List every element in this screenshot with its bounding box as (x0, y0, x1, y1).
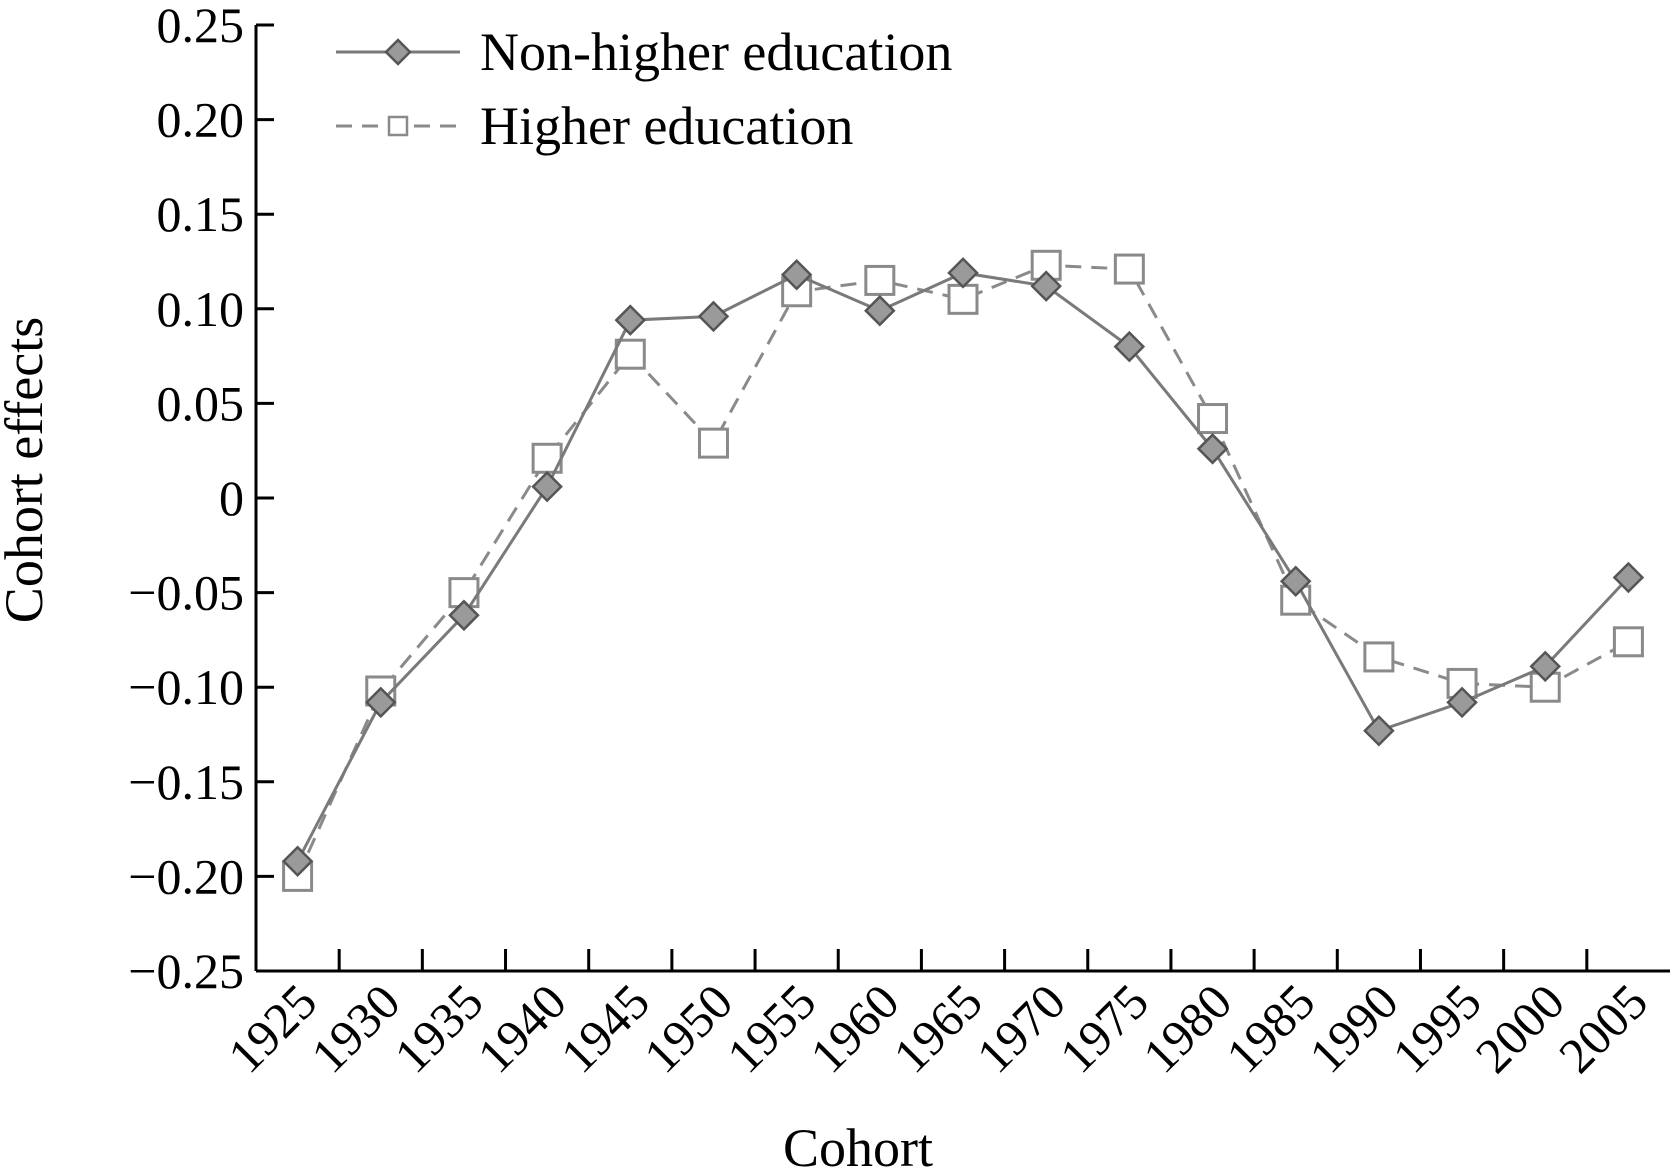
data-point (1113, 330, 1146, 363)
y-tick-label: 0.10 (157, 281, 245, 337)
data-point (1196, 433, 1229, 465)
data-point (1612, 626, 1644, 658)
legend-item: Non-higher education (336, 22, 952, 82)
data-point (1279, 565, 1312, 598)
series-line (296, 271, 1630, 862)
data-point (1529, 650, 1562, 683)
x-tick-label: 1990 (1298, 973, 1408, 1083)
y-axis-title: Cohort effects (0, 317, 54, 623)
data-point (614, 338, 646, 370)
data-point (531, 470, 563, 503)
data-point (1197, 403, 1229, 435)
x-tick-label: 1980 (1132, 973, 1242, 1083)
legend: Non-higher education Higher education (336, 22, 952, 156)
x-tick-label: 1955 (716, 973, 826, 1083)
x-tick-label: 2005 (1548, 973, 1658, 1083)
data-point (1113, 253, 1145, 285)
legend-label: Higher education (480, 96, 853, 156)
x-tick-label: 1935 (383, 973, 493, 1083)
x-tick-label: 1970 (966, 973, 1076, 1083)
data-point (614, 304, 647, 336)
data-point (864, 294, 896, 327)
x-tick-label: 1945 (550, 973, 660, 1083)
x-axis-title: Cohort (783, 1118, 933, 1174)
data-point (697, 300, 730, 333)
x-tick-label: 1975 (1049, 973, 1159, 1083)
x-tick-label: 1960 (799, 973, 909, 1083)
data-point (1529, 671, 1561, 703)
data-point (281, 845, 314, 878)
y-tick-label: 0.20 (157, 92, 245, 148)
legend-marker (384, 38, 412, 66)
x-tick-label: 1930 (300, 973, 410, 1083)
y-tick-label: −0.25 (128, 943, 244, 999)
x-tick-label: 1940 (467, 973, 577, 1083)
y-tick-label: 0.05 (157, 375, 245, 431)
data-point (1030, 270, 1062, 302)
x-tick-label: 1985 (1215, 973, 1325, 1083)
data-point (1446, 686, 1478, 719)
data-point (947, 257, 979, 289)
data-point (780, 258, 813, 291)
data-point (697, 427, 729, 459)
y-tick-label: 0.25 (157, 0, 245, 53)
x-tick-label: 1995 (1382, 973, 1492, 1083)
series-non-higher-education (281, 257, 1645, 878)
y-tick-label: 0 (219, 470, 244, 526)
y-tick-label: −0.10 (128, 659, 244, 715)
data-point (1612, 561, 1645, 594)
legend-item: Higher education (336, 96, 853, 156)
y-tick-label: −0.20 (128, 848, 244, 904)
series-layer (281, 249, 1645, 892)
data-point (947, 283, 979, 315)
series-higher-education (282, 249, 1644, 892)
x-tick-label: 1965 (882, 973, 992, 1083)
data-point (864, 264, 896, 296)
data-point (1363, 641, 1395, 673)
x-tick-label: 1950 (633, 973, 743, 1083)
y-tick-label: −0.15 (128, 754, 244, 810)
axes: −0.25 −0.20 −0.15 −0.10 −0.05 0 0.05 0.10 0.15 0.… (128, 0, 1670, 1083)
data-point (364, 686, 397, 719)
data-point (448, 599, 480, 632)
data-point (1363, 714, 1395, 747)
legend-label: Non-higher education (480, 22, 952, 82)
legend-marker (387, 115, 409, 137)
y-tick-label: −0.05 (128, 565, 244, 621)
x-tick-label: 2000 (1465, 973, 1575, 1083)
y-tick-label: 0.15 (157, 186, 245, 242)
series-line (296, 263, 1630, 878)
